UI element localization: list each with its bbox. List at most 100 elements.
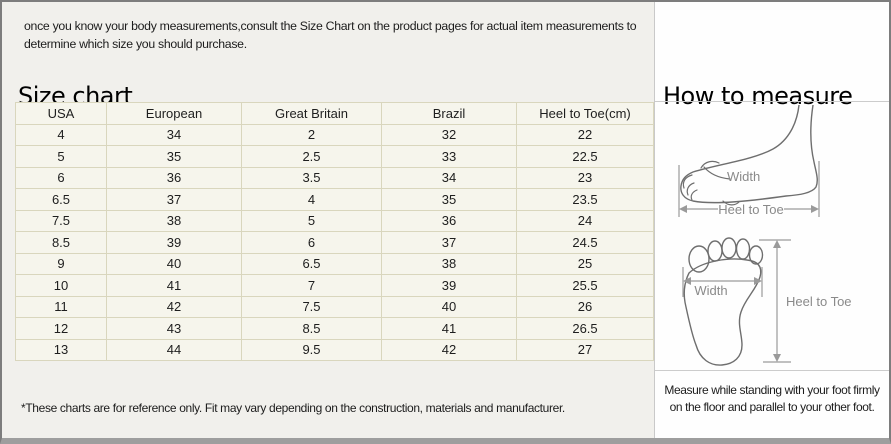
toe-line-3 bbox=[690, 189, 698, 201]
sole-outline bbox=[683, 258, 762, 366]
reference-footnote: *These charts are for reference only. Fi… bbox=[21, 401, 565, 415]
foot-sole-view-diagram: Width Heel to Toe bbox=[682, 237, 852, 366]
sole-length-label: Heel to Toe bbox=[786, 294, 852, 309]
table-cell: 24 bbox=[516, 209, 654, 232]
table-cell: 41 bbox=[106, 274, 242, 297]
table-row: 6.5 37 4 35 23.5 bbox=[15, 188, 654, 211]
table-cell: 8.5 bbox=[241, 317, 382, 340]
sole-curl bbox=[722, 200, 740, 206]
size-table: USA European Great Britain Brazil Heel to To… bbox=[15, 102, 654, 361]
table-cell: 12 bbox=[15, 317, 107, 340]
size-table-head: USA European Great Britain Brazil Heel to To… bbox=[15, 102, 654, 125]
arrowhead-left bbox=[679, 205, 687, 213]
column-header: Heel to Toe(cm) bbox=[516, 102, 654, 125]
big-toe bbox=[688, 245, 710, 273]
table-cell: 27 bbox=[516, 338, 654, 361]
table-row: 12 43 8.5 41 26.5 bbox=[15, 317, 654, 340]
table-cell: 25.5 bbox=[516, 274, 654, 297]
table-cell: 35 bbox=[381, 188, 517, 211]
table-cell: 40 bbox=[381, 295, 517, 318]
table-cell: 25 bbox=[516, 252, 654, 275]
divider-top bbox=[655, 101, 889, 102]
foot-side-outline bbox=[680, 105, 818, 204]
table-cell: 6.5 bbox=[241, 252, 382, 275]
table-cell: 26 bbox=[516, 295, 654, 318]
foot-side-view-diagram: Width Heel to Toe bbox=[678, 105, 820, 217]
column-header: USA bbox=[15, 102, 107, 125]
table-row: 9 40 6.5 38 25 bbox=[15, 252, 654, 275]
table-cell: 26.5 bbox=[516, 317, 654, 340]
toe-line-2 bbox=[686, 182, 695, 196]
table-cell: 7.5 bbox=[15, 209, 107, 232]
table-cell: 38 bbox=[381, 252, 517, 275]
table-cell: 6.5 bbox=[15, 188, 107, 211]
column-header: Great Britain bbox=[241, 102, 382, 125]
measure-note-line-2: on the floor and parallel to your other … bbox=[669, 399, 875, 414]
table-row: 10 41 7 39 25.5 bbox=[15, 274, 654, 297]
table-cell: 34 bbox=[381, 166, 517, 189]
table-cell: 8.5 bbox=[15, 231, 107, 254]
table-cell: 10 bbox=[15, 274, 107, 297]
table-cell: 22.5 bbox=[516, 145, 654, 168]
table-cell: 37 bbox=[106, 188, 242, 211]
measure-note-line-1: Measure while standing with your foot fi… bbox=[664, 383, 880, 397]
how-to-measure-title: How to measure bbox=[663, 82, 853, 111]
table-cell: 2.5 bbox=[241, 145, 382, 168]
table-cell: 32 bbox=[381, 123, 517, 146]
table-cell: 5 bbox=[241, 209, 382, 232]
table-cell: 42 bbox=[381, 338, 517, 361]
side-width-label: Width bbox=[727, 169, 760, 184]
table-cell: 34 bbox=[106, 123, 242, 146]
table-cell: 22 bbox=[516, 123, 654, 146]
table-cell: 5 bbox=[15, 145, 107, 168]
table-cell: 36 bbox=[106, 166, 242, 189]
toe-2 bbox=[707, 240, 723, 262]
table-cell: 11 bbox=[15, 295, 107, 318]
size-chart-panel: once you know your body measurements,con… bbox=[2, 2, 654, 438]
column-header: European bbox=[106, 102, 242, 125]
measure-note: Measure while standing with your foot fi… bbox=[655, 382, 889, 415]
table-row: 8.5 39 6 37 24.5 bbox=[15, 231, 654, 254]
table-cell: 36 bbox=[381, 209, 517, 232]
table-cell: 9.5 bbox=[241, 338, 382, 361]
toe-4 bbox=[735, 238, 751, 260]
table-cell: 24.5 bbox=[516, 231, 654, 254]
toe-3 bbox=[721, 237, 737, 259]
table-cell: 7.5 bbox=[241, 295, 382, 318]
arrowhead-right bbox=[811, 205, 819, 213]
how-to-measure-panel: How to measure Width Heel to Toe bbox=[654, 2, 889, 438]
table-cell: 44 bbox=[106, 338, 242, 361]
size-table-head-row: USA European Great Britain Brazil Heel to To… bbox=[15, 102, 654, 125]
table-cell: 40 bbox=[106, 252, 242, 275]
instep-width-arc bbox=[703, 166, 731, 180]
length-arrowhead-bottom bbox=[773, 354, 781, 362]
side-length-label: Heel to Toe bbox=[718, 202, 784, 217]
table-cell: 42 bbox=[106, 295, 242, 318]
table-cell: 6 bbox=[15, 166, 107, 189]
toe-line-1 bbox=[682, 174, 693, 189]
table-row: 11 42 7.5 40 26 bbox=[15, 295, 654, 318]
table-cell: 23 bbox=[516, 166, 654, 189]
table-cell: 3.5 bbox=[241, 166, 382, 189]
table-cell: 35 bbox=[106, 145, 242, 168]
table-row: 13 44 9.5 42 27 bbox=[15, 338, 654, 361]
divider-bottom bbox=[655, 370, 889, 371]
table-cell: 6 bbox=[241, 231, 382, 254]
table-cell: 33 bbox=[381, 145, 517, 168]
little-toe bbox=[748, 245, 764, 265]
intro-line-1: once you know your body measurements,con… bbox=[24, 19, 637, 33]
table-row: 5 35 2.5 33 22.5 bbox=[15, 145, 654, 168]
table-cell: 41 bbox=[381, 317, 517, 340]
intro-paragraph: once you know your body measurements,con… bbox=[24, 18, 637, 54]
table-cell: 13 bbox=[15, 338, 107, 361]
instep-bump bbox=[700, 160, 720, 169]
table-cell: 9 bbox=[15, 252, 107, 275]
intro-line-2: determine which size you should purchase… bbox=[24, 36, 247, 51]
table-row: 7.5 38 5 36 24 bbox=[15, 209, 654, 232]
length-arrowhead-top bbox=[773, 240, 781, 248]
table-row: 4 34 2 32 22 bbox=[15, 123, 654, 146]
column-header: Brazil bbox=[381, 102, 517, 125]
sole-width-label: Width bbox=[694, 283, 727, 298]
size-table-body: 4 34 2 32 22 5 35 2.5 33 22.5 6 36 3.5 34 23 6.5 37 4 35 23… bbox=[15, 123, 654, 361]
